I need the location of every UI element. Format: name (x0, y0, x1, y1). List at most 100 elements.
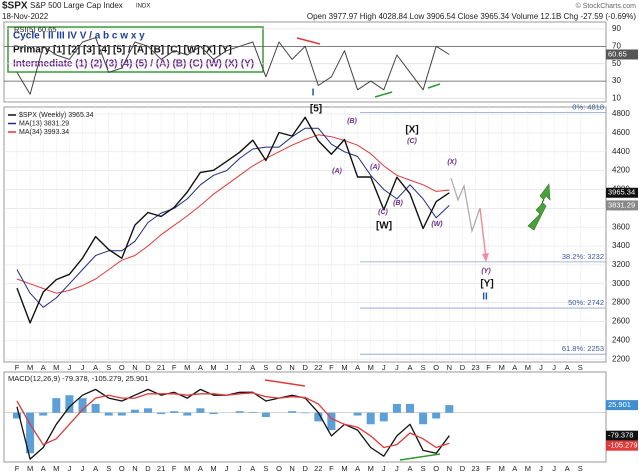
wave-label: (A) (332, 168, 342, 175)
x-tick-label: D (302, 464, 308, 473)
x-tick-label: D (460, 363, 466, 372)
histogram-bar (432, 412, 441, 419)
x-tick-label: O (276, 464, 282, 473)
histogram-bar (248, 412, 257, 413)
histogram-bar (301, 412, 310, 414)
x-tick-label: J (225, 464, 229, 473)
histogram-bar (104, 412, 113, 416)
x-tick-label: M (525, 363, 531, 372)
x-tick-label: A (407, 464, 412, 473)
histogram-bar (157, 412, 166, 415)
up-arrow (527, 183, 551, 231)
x-tick-label: F (172, 464, 177, 473)
x-tick-label: D (302, 363, 308, 372)
x-tick-label: 21 (157, 363, 165, 372)
wave-label: (Y) (481, 268, 491, 275)
value-badge: -105.279 (608, 441, 638, 450)
index-name: S&P 500 Large Cap Index (30, 1, 123, 10)
x-tick-label: M (368, 464, 374, 473)
y-tick-label: 70 (612, 41, 621, 50)
x-tick-label: J (382, 363, 386, 372)
x-tick-label: J (238, 363, 242, 372)
histogram-bar (209, 412, 218, 415)
x-tick-label: M (27, 363, 33, 372)
wave-legend-entry: Intermediate (1) (2) (3) (4) (5) / (A) (… (13, 59, 254, 70)
x-tick-label: S (421, 464, 426, 473)
x-tick-label: A (198, 464, 203, 473)
x-tick-label: F (329, 363, 334, 372)
wave-label: [Y] (480, 279, 493, 290)
x-tick-label: F (15, 363, 20, 372)
wave-label: (C) (407, 138, 417, 145)
x-tick-label: M (53, 363, 59, 372)
x-tick-label: O (119, 464, 125, 473)
macd-line (16, 392, 450, 449)
x-tick-label: M (184, 464, 190, 473)
x-tick-label: N (289, 363, 294, 372)
x-tick-label: 21 (157, 464, 165, 473)
x-tick-label: J (552, 363, 556, 372)
histogram-bar (327, 412, 336, 431)
histogram-bar (288, 411, 297, 413)
x-tick-label: M (341, 363, 347, 372)
value-badge-bg (606, 430, 638, 441)
x-tick-label: A (512, 363, 517, 372)
x-tick-label: M (53, 464, 59, 473)
x-tick-label: J (68, 464, 72, 473)
histogram-bar (78, 398, 87, 413)
x-tick-label: J (539, 464, 543, 473)
x-tick-label: N (447, 363, 452, 372)
legend-entry: MA(13) 3831.29 (19, 120, 69, 127)
x-tick-label: J (539, 363, 543, 372)
wave-label: (A) (370, 164, 380, 171)
histogram-bar (144, 408, 152, 413)
value-badge: 60.65 (608, 49, 627, 58)
histogram-bar (91, 403, 100, 413)
x-tick-label: J (395, 363, 399, 372)
y-tick-label: 3600 (612, 222, 630, 231)
value-badge-bg (606, 187, 638, 198)
date: 18-Nov-2022 (2, 12, 49, 21)
value-badge: 3831.29 (608, 200, 635, 209)
projection-arrow (479, 207, 487, 259)
histogram-bar (39, 412, 48, 416)
wave-label: (X) (447, 159, 457, 166)
x-tick-label: N (132, 464, 137, 473)
macd-title: MACD(12,26,9) -79.378, -105.279, 25.901 (8, 374, 149, 383)
x-tick-label: J (238, 464, 242, 473)
x-tick-label: F (15, 464, 20, 473)
histogram-bar (130, 409, 139, 413)
x-tick-label: A (565, 464, 570, 473)
x-tick-label: N (132, 363, 137, 372)
wave-label: I (312, 88, 315, 99)
fib-label: 38.2%: 3232 (562, 252, 604, 261)
x-tick-label: M (27, 464, 33, 473)
wave-label: II (482, 292, 488, 303)
y-tick-label: 3000 (612, 279, 630, 288)
macd-line (16, 388, 450, 460)
x-tick-label: O (433, 464, 439, 473)
y-tick-label: 3200 (612, 260, 630, 269)
x-tick-label: O (276, 363, 282, 372)
divergence-line (374, 91, 393, 98)
x-tick-label: A (198, 363, 203, 372)
rsi-title: RSI(5) 60.65 (14, 25, 57, 34)
moving-average (16, 127, 450, 308)
divergence-line (399, 453, 441, 461)
x-tick-label: A (407, 363, 412, 372)
value-badge-bg (606, 49, 638, 60)
x-tick-label: S (106, 464, 111, 473)
x-tick-label: N (447, 464, 452, 473)
x-tick-label: J (552, 464, 556, 473)
x-tick-label: O (433, 363, 439, 372)
wave-label: [5] (310, 104, 322, 115)
histogram-bar (406, 403, 414, 413)
histogram-bar (379, 412, 388, 422)
projection-arrow-head (482, 253, 489, 262)
x-tick-label: D (145, 464, 151, 473)
wave-label: (B) (347, 118, 357, 125)
quote: Open 3977.97 High 4028.84 Low 3906.54 Cl… (307, 12, 636, 21)
x-tick-label: 22 (314, 464, 322, 473)
x-tick-label: J (225, 363, 229, 372)
